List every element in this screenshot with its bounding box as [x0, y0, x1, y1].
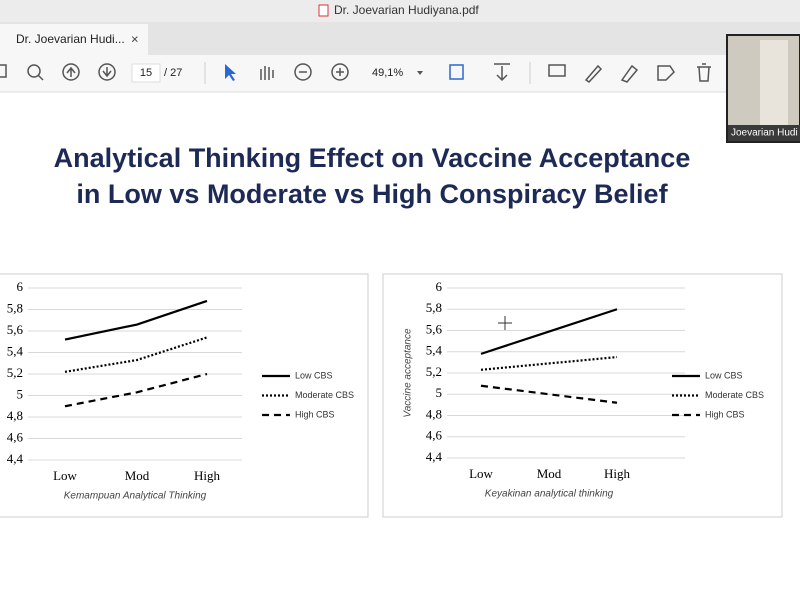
y-tick-label: 5,8	[426, 300, 442, 315]
x-tick-label: Mod	[125, 468, 150, 483]
zoom-out-icon[interactable]	[27, 64, 41, 78]
legend-label: Moderate CBS	[705, 390, 764, 400]
page-total: / 27	[164, 67, 182, 79]
highlight-icon[interactable]	[584, 64, 603, 83]
y-tick-label: 5,6	[7, 322, 24, 337]
y-tick-label: 5	[17, 386, 24, 401]
hand-icon[interactable]	[260, 66, 274, 80]
select-tool-icon[interactable]	[225, 64, 236, 81]
page-input[interactable]	[131, 63, 161, 83]
slide-title: in Low vs Moderate vs High Conspiracy Be…	[76, 179, 668, 209]
data-line	[480, 384, 618, 404]
y-tick-label: 6	[17, 279, 24, 294]
prev-page-icon[interactable]	[62, 63, 80, 81]
x-tick-label: Low	[469, 466, 493, 481]
x-axis-label: Kemampuan Analytical Thinking	[64, 491, 207, 502]
toolbar-icons	[0, 63, 711, 83]
y-tick-label: 5,6	[426, 321, 443, 336]
legend-label: High CBS	[705, 409, 745, 419]
x-axis-label: Keyakinan analytical thinking	[485, 489, 614, 500]
tab-close[interactable]: ×	[131, 31, 139, 46]
y-tick-label: 5,2	[7, 365, 23, 380]
y-tick-label: 4,4	[426, 449, 443, 464]
zoom-dropdown[interactable]	[417, 71, 423, 75]
y-tick-label: 5,2	[426, 364, 442, 379]
y-tick-label: 5	[436, 385, 443, 400]
y-tick-label: 5,4	[426, 343, 443, 358]
zoom-minus-icon[interactable]	[294, 63, 312, 81]
y-tick-label: 5,4	[7, 343, 24, 358]
y-tick-label: 4,8	[7, 408, 23, 423]
legend-label: Low CBS	[705, 370, 743, 380]
x-tick-label: Mod	[537, 466, 562, 481]
data-line	[64, 336, 208, 373]
scroll-icon[interactable]	[494, 63, 510, 82]
data-line	[64, 299, 208, 341]
window-title: Dr. Joevarian Hudiyana.pdf	[334, 3, 479, 17]
y-axis-label: Vaccine acceptance	[403, 328, 414, 418]
participant-label-bg	[728, 125, 800, 141]
print-icon[interactable]	[0, 64, 7, 78]
y-tick-label: 4,6	[7, 429, 24, 444]
tab-title: Dr. Joevarian Hudi...	[16, 32, 125, 46]
legend-label: Moderate CBS	[295, 390, 354, 400]
y-tick-label: 4,8	[426, 406, 442, 421]
cursor	[498, 316, 512, 330]
x-tick-label: High	[604, 466, 631, 481]
y-tick-label: 6	[436, 279, 443, 294]
zoom-plus-icon[interactable]	[331, 63, 349, 81]
pdf-icon	[318, 4, 329, 17]
participant-name: Joevarian Hudi	[731, 128, 798, 139]
data-line	[480, 308, 618, 355]
slide-title: Analytical Thinking Effect on Vaccine Ac…	[54, 143, 691, 173]
edit-icon[interactable]	[657, 65, 675, 81]
legend-label: Low CBS	[295, 370, 333, 380]
tab[interactable]	[0, 24, 148, 55]
title-bar	[0, 0, 800, 22]
video-content	[760, 40, 788, 125]
fit-icon[interactable]	[449, 64, 464, 80]
x-tick-label: Low	[53, 468, 77, 483]
chart-frame	[382, 273, 783, 518]
delete-icon[interactable]	[697, 63, 711, 82]
sign-icon[interactable]	[620, 64, 639, 83]
legend-label: High CBS	[295, 409, 335, 419]
zoom-level[interactable]: 49,1%	[372, 67, 403, 79]
data-line	[64, 372, 208, 408]
next-page-icon[interactable]	[98, 63, 116, 81]
x-tick-label: High	[194, 468, 221, 483]
page-number: 15	[140, 67, 152, 79]
y-tick-label: 4,4	[7, 451, 24, 466]
y-tick-label: 4,6	[426, 428, 443, 443]
data-line	[480, 355, 618, 371]
y-tick-label: 5,8	[7, 300, 23, 315]
comment-icon[interactable]	[548, 64, 566, 77]
